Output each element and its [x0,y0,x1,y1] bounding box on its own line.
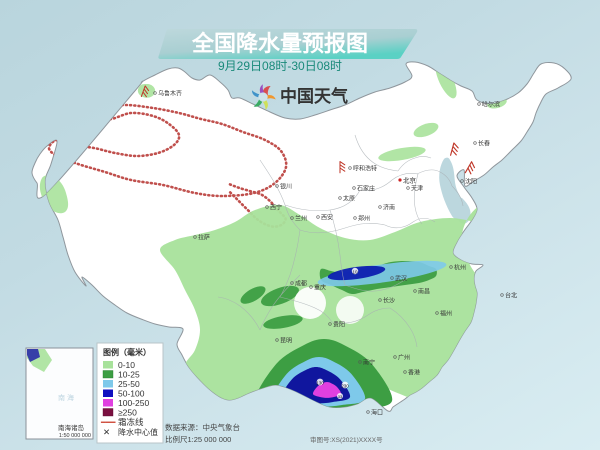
svg-text:杭州: 杭州 [454,264,466,272]
svg-text:石家庄: 石家庄 [357,185,375,193]
svg-text:成都: 成都 [295,280,307,288]
svg-text:贵阳: 贵阳 [333,321,345,329]
svg-text:福州: 福州 [440,310,452,318]
svg-text:台北: 台北 [505,292,517,300]
svg-text:10: 10 [352,270,358,275]
svg-text:沈阳: 沈阳 [465,178,477,186]
svg-text:10: 10 [476,258,481,263]
svg-text:50-100: 50-100 [118,389,145,399]
svg-text:≥250: ≥250 [118,408,137,418]
svg-text:郑州: 郑州 [358,215,370,223]
svg-text:拉萨: 拉萨 [198,234,210,242]
svg-text:数据来源：中央气象台: 数据来源：中央气象台 [165,422,240,432]
svg-text:兰州: 兰州 [295,215,307,223]
svg-text:南 海: 南 海 [58,393,74,402]
svg-text:南昌: 南昌 [418,288,430,296]
svg-text:━━━: ━━━ [100,418,116,427]
svg-text:中国天气: 中国天气 [280,86,348,106]
svg-text:✕: ✕ [103,427,110,437]
svg-text:西宁: 西宁 [270,204,282,212]
svg-text:天津: 天津 [411,186,423,193]
svg-text:比例尺1:25 000 000: 比例尺1:25 000 000 [165,434,231,444]
svg-text:图例（毫米）: 图例（毫米） [103,347,151,357]
svg-text:全国降水量预报图: 全国降水量预报图 [191,31,368,56]
svg-text:长春: 长春 [478,140,490,148]
svg-text:33: 33 [338,394,343,399]
svg-text:1:50 000 000: 1:50 000 000 [59,433,91,439]
svg-text:银川: 银川 [280,183,292,191]
svg-text:230: 230 [341,384,349,389]
svg-text:香港: 香港 [408,369,420,377]
svg-text:太原: 太原 [343,195,355,203]
svg-text:长沙: 长沙 [383,297,395,305]
svg-text:100-250: 100-250 [118,398,149,408]
svg-text:乌鲁木齐: 乌鲁木齐 [158,90,182,98]
svg-text:北京: 北京 [403,176,417,185]
svg-text:南宁: 南宁 [363,359,375,367]
svg-text:武汉: 武汉 [395,275,407,283]
svg-text:10-25: 10-25 [118,370,140,380]
svg-text:降水中心值: 降水中心值 [118,427,158,437]
svg-text:霜冻线: 霜冻线 [118,417,144,427]
svg-text:0-10: 0-10 [118,360,135,370]
svg-text:130: 130 [316,381,324,386]
svg-text:西安: 西安 [321,214,333,222]
svg-text:重庆: 重庆 [314,284,326,292]
svg-text:济南: 济南 [383,204,395,212]
svg-text:呼和浩特: 呼和浩特 [353,165,377,173]
svg-text:南海诸岛: 南海诸岛 [58,423,84,432]
svg-text:海口: 海口 [371,409,383,417]
svg-text:昆明: 昆明 [280,338,292,345]
svg-text:广州: 广州 [398,354,410,362]
svg-text:9月29日08时-30日08时: 9月29日08时-30日08时 [218,59,342,73]
svg-text:25-50: 25-50 [118,379,140,389]
svg-text:审图号:XS(2021)XXXX号: 审图号:XS(2021)XXXX号 [310,435,383,444]
svg-text:哈尔滨: 哈尔滨 [482,101,500,109]
